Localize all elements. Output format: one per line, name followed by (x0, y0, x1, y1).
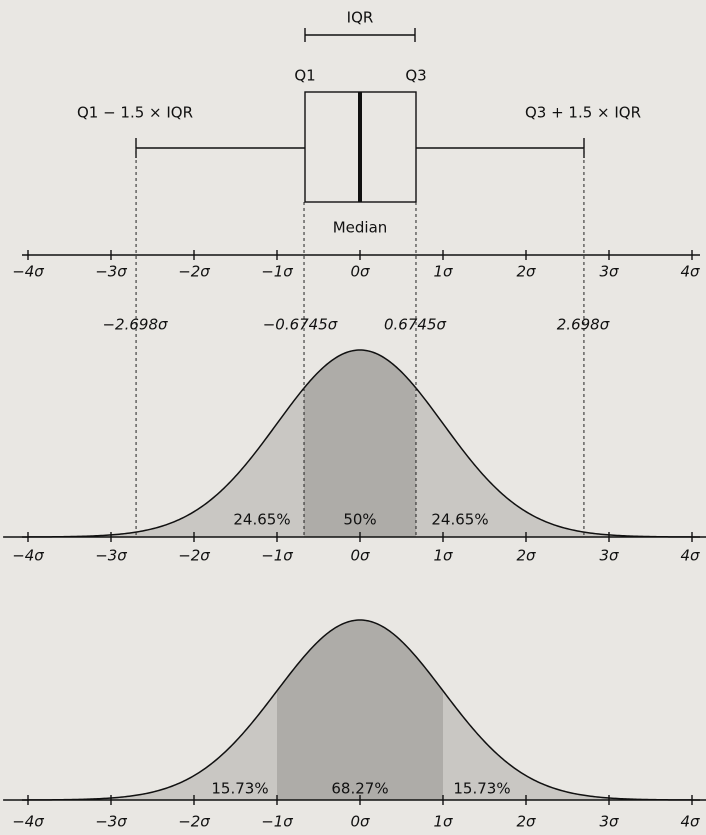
boundary-label: 2.698σ (557, 316, 610, 334)
tick-label: 4σ (680, 263, 700, 281)
tick-label: −1σ (261, 547, 293, 565)
area-label: 15.73% (211, 780, 268, 798)
boundary-label: −2.698σ (102, 316, 168, 334)
tick-label: 1σ (433, 813, 453, 831)
boundary-label: 0.6745σ (384, 316, 446, 334)
tick-label: 3σ (599, 813, 619, 831)
area-label: 15.73% (453, 780, 510, 798)
area-label: 68.27% (331, 780, 388, 798)
tick-label: 2σ (516, 263, 536, 281)
median-label: Median (333, 219, 388, 237)
iqr-label: IQR (347, 9, 374, 27)
tick-label: 0σ (350, 813, 370, 831)
q1-label: Q1 (294, 67, 315, 85)
tick-label: −2σ (178, 263, 210, 281)
tick-label: −3σ (95, 813, 127, 831)
tick-label: 1σ (433, 547, 453, 565)
tick-label: 4σ (680, 547, 700, 565)
area-label: 24.65% (233, 511, 290, 529)
iqr-area (304, 350, 416, 537)
density-curve (3, 619, 706, 801)
lower-whisker-label: Q1 − 1.5 × IQR (77, 104, 193, 122)
tick-label: −4σ (12, 813, 44, 831)
tick-label: 3σ (599, 547, 619, 565)
tick-label: −2σ (178, 547, 210, 565)
tick-label: −3σ (95, 547, 127, 565)
tick-label: 2σ (516, 813, 536, 831)
tick-label: 4σ (680, 813, 700, 831)
q3-label: Q3 (405, 67, 426, 85)
tick-label: 0σ (350, 263, 370, 281)
density-curve (3, 349, 706, 538)
tick-label: 2σ (516, 547, 536, 565)
tick-label: −1σ (261, 813, 293, 831)
tick-label: 0σ (350, 547, 370, 565)
area-label: 50% (343, 511, 376, 529)
tick-label: −1σ (261, 263, 293, 281)
tick-label: −4σ (12, 263, 44, 281)
tick-label: −4σ (12, 547, 44, 565)
tick-label: −3σ (95, 263, 127, 281)
one-sigma-area (277, 620, 443, 800)
tick-label: 1σ (433, 263, 453, 281)
tick-label: −2σ (178, 813, 210, 831)
upper-whisker-label: Q3 + 1.5 × IQR (525, 104, 641, 122)
tick-label: 3σ (599, 263, 619, 281)
area-label: 24.65% (431, 511, 488, 529)
boundary-label: −0.6745σ (263, 316, 338, 334)
